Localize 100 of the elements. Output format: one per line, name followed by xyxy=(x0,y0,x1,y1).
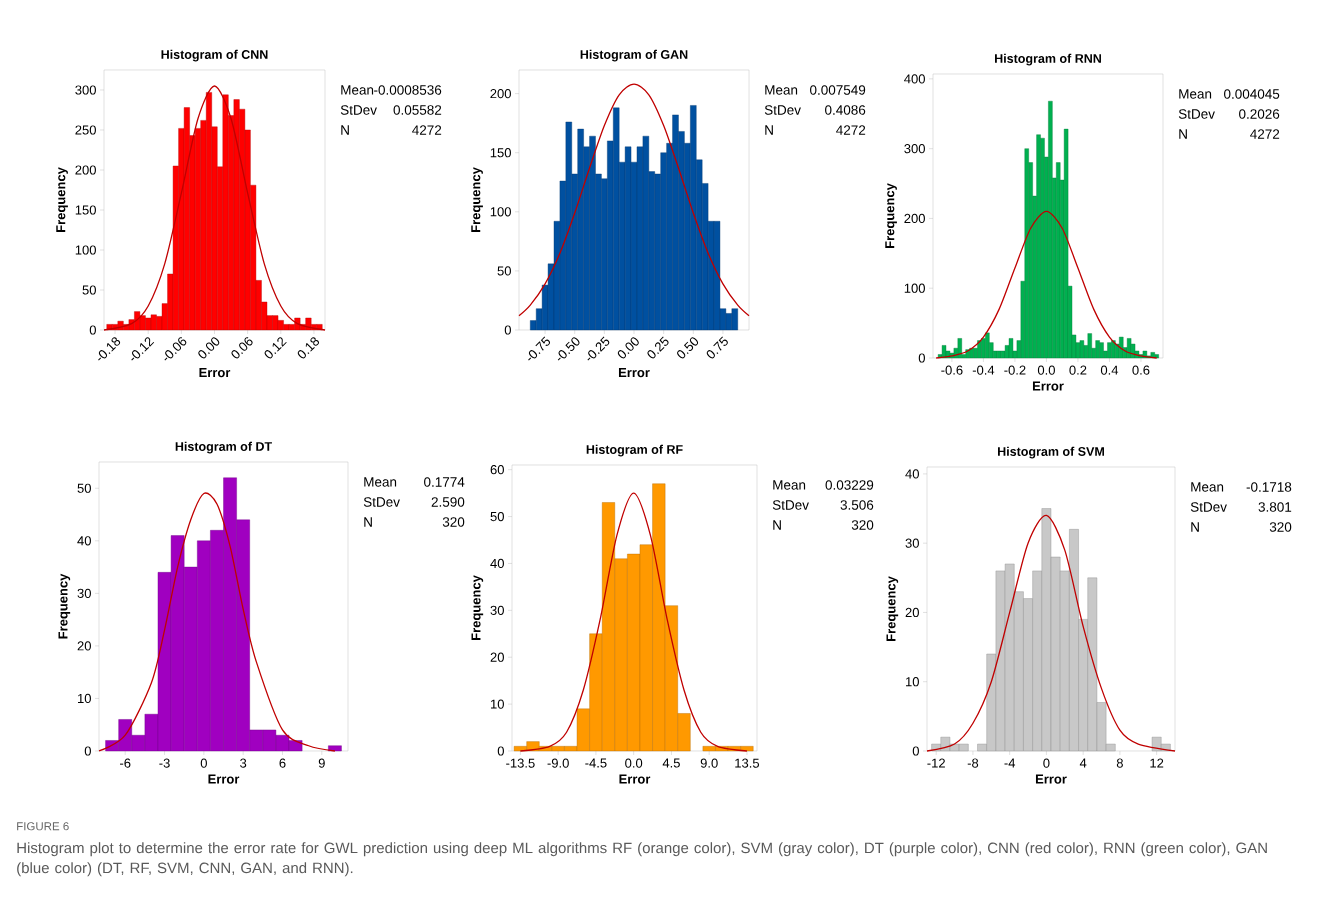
text: 3.506 xyxy=(840,500,874,510)
x-tick-label: 0.4 xyxy=(1100,365,1119,375)
x-tick-label: 0.50 xyxy=(677,337,699,359)
text: 320 xyxy=(442,517,465,527)
chart-title: Histogram of CNN xyxy=(161,49,268,62)
text: StDev xyxy=(363,497,400,507)
text: Mean xyxy=(341,85,374,95)
text: 0.1774 xyxy=(424,477,465,487)
y-tick-label: 40 xyxy=(905,469,919,479)
text: Mean xyxy=(765,85,798,95)
x-tick-label: 0.18 xyxy=(297,337,320,359)
caption: FIGURE 6 xyxy=(17,822,69,831)
x-tick-label: 0.2 xyxy=(1069,365,1087,375)
text: N xyxy=(364,517,372,527)
y-tick-label: 20 xyxy=(77,641,91,651)
chart-title: Histogram of RF xyxy=(586,444,683,457)
text: Mean xyxy=(773,480,806,490)
y-tick-label: 100 xyxy=(904,283,925,293)
y-tick-label: 0 xyxy=(912,746,919,756)
text: StDev xyxy=(1178,109,1215,119)
y-axis-title: Frequency xyxy=(471,167,483,232)
y-tick-label: 10 xyxy=(78,693,91,704)
x-tick-label: 0.0 xyxy=(1037,365,1055,375)
y-tick-label: 0 xyxy=(84,746,91,756)
text: StDev xyxy=(340,105,377,115)
y-tick-label: 10 xyxy=(906,677,919,687)
text: Histogram plot to determine the error rate for GWL prediction using deep ML algorithms RF (orange color), SVM (gray color), DT (purple color), CNN (red color), RNN (green color), GAN (blue color) (DT, RF, SVM, CNN, GAN, and RNN). xyxy=(17,842,1267,877)
text: StDev xyxy=(772,500,809,510)
y-tick-label: 150 xyxy=(75,205,96,215)
y-tick-label: 30 xyxy=(77,588,91,598)
y-tick-label: 40 xyxy=(490,558,504,569)
y-tick-label: 200 xyxy=(904,213,925,224)
text: 2.590 xyxy=(431,497,465,507)
text: 4272 xyxy=(412,125,442,135)
y-tick-label: 200 xyxy=(75,165,96,175)
y-tick-label: 200 xyxy=(490,89,511,99)
y-axis-title: Frequency xyxy=(56,167,68,232)
text: 4272 xyxy=(836,125,866,135)
y-tick-label: 40 xyxy=(77,536,91,546)
text: N xyxy=(1179,129,1187,139)
text: 0.4086 xyxy=(825,105,866,115)
text: 0.05582 xyxy=(393,105,442,115)
text: StDev xyxy=(1190,502,1227,512)
x-tick-label: 0.0 xyxy=(625,758,643,768)
y-tick-label: 100 xyxy=(75,245,96,255)
x-tick-label: -4.5 xyxy=(585,758,607,768)
x-tick-label: 6 xyxy=(279,758,286,768)
y-tick-label: 30 xyxy=(905,538,919,548)
x-tick-label: 9.0 xyxy=(700,758,718,768)
text: N xyxy=(765,125,773,135)
x-tick-label: -0.2 xyxy=(1004,365,1026,375)
text: 320 xyxy=(851,520,874,530)
x-tick-label: -12 xyxy=(927,758,945,768)
y-tick-label: 60 xyxy=(490,465,504,475)
text: 0.2026 xyxy=(1239,109,1280,119)
text: 0.03229 xyxy=(825,480,874,490)
x-tick-label: -3 xyxy=(159,758,170,768)
y-tick-label: 300 xyxy=(75,85,96,95)
y-tick-label: 20 xyxy=(905,607,919,618)
y-axis-title: Frequency xyxy=(58,573,71,639)
y-tick-label: 0 xyxy=(497,746,504,756)
y-tick-label: 20 xyxy=(490,652,504,662)
x-tick-label: -8 xyxy=(967,758,979,768)
text: StDev xyxy=(764,105,801,115)
x-axis-title: Error xyxy=(619,774,651,784)
y-tick-label: 400 xyxy=(904,74,925,84)
y-tick-label: 0 xyxy=(504,325,511,335)
text: Mean xyxy=(1191,482,1224,492)
x-tick-label: 0.25 xyxy=(647,336,669,359)
chart-title: Histogram of DT xyxy=(175,441,272,454)
x-tick-label: -9.0 xyxy=(547,758,569,768)
y-tick-label: 150 xyxy=(490,148,511,158)
y-tick-label: 100 xyxy=(490,207,511,217)
x-tick-label: 3 xyxy=(240,758,247,768)
text: Mean xyxy=(364,477,397,487)
y-tick-label: 300 xyxy=(904,144,925,154)
text: 3.801 xyxy=(1258,502,1292,512)
x-tick-label: 0 xyxy=(200,758,207,768)
text: 0.004045 xyxy=(1224,89,1280,99)
x-axis-title: Error xyxy=(199,368,231,378)
x-tick-label: -6 xyxy=(120,758,131,768)
x-tick-label: 0.12 xyxy=(264,337,287,359)
text: N xyxy=(773,520,781,530)
x-tick-label: 0.6 xyxy=(1132,365,1150,375)
y-tick-label: 10 xyxy=(491,699,504,709)
x-tick-label: -0.6 xyxy=(941,365,963,375)
y-tick-label: 30 xyxy=(490,605,504,615)
text: 320 xyxy=(1269,522,1292,532)
x-tick-label: 8 xyxy=(1116,758,1123,768)
y-axis-title: Frequency xyxy=(885,183,897,248)
x-tick-label: 0.00 xyxy=(198,337,220,359)
y-tick-label: 0 xyxy=(89,325,96,335)
y-tick-label: 50 xyxy=(490,511,504,522)
x-tick-label: 0 xyxy=(1043,758,1050,768)
x-tick-label: 12 xyxy=(1150,758,1164,768)
text: -0.1718 xyxy=(1246,482,1292,492)
text: Mean xyxy=(1179,89,1212,99)
x-tick-label: -4 xyxy=(1004,758,1016,768)
text: 4272 xyxy=(1250,129,1280,139)
text: 0.007549 xyxy=(810,85,866,95)
